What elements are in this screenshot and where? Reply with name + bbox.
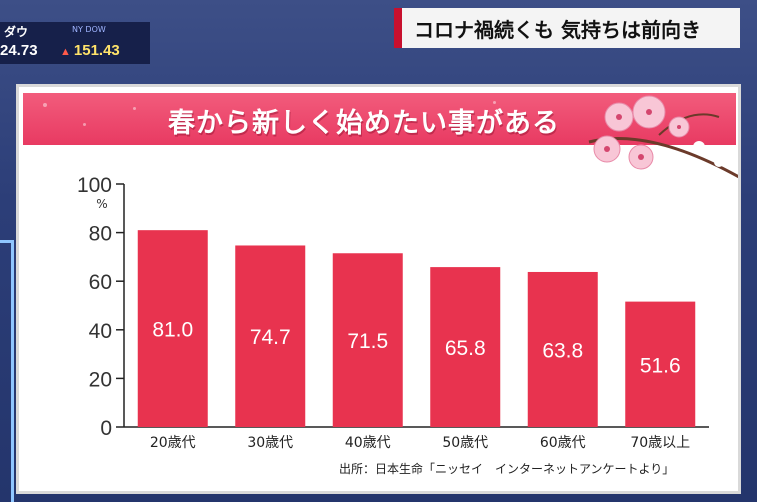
y-tick-label: 40 bbox=[89, 320, 112, 343]
chart-title: 春から新しく始めたい事がある bbox=[168, 108, 560, 139]
source-note: 出所：日本生命「ニッセイ インターネットアンケートより」 bbox=[339, 462, 675, 476]
ticker-change-value: 151.43 bbox=[73, 42, 120, 59]
ticker-change: ▲ 151.43 bbox=[60, 42, 120, 59]
y-tick-label: 80 bbox=[89, 223, 112, 246]
x-tick-label: 40歳代 bbox=[345, 435, 391, 451]
news-headline: コロナ禍続くも 気持ちは前向き bbox=[394, 8, 740, 48]
ticker-badge: NY DOW bbox=[72, 25, 106, 34]
bar-chart: 0 20 40 60 80 100% 81.0 20歳代 74.7 30歳代 71.5 40歳代 65.… bbox=[77, 174, 709, 451]
side-frame-decoration bbox=[0, 240, 14, 502]
x-tick-label: 50歳代 bbox=[442, 435, 488, 451]
bar-value-label: 74.7 bbox=[250, 326, 291, 349]
y-tick-label: 100 bbox=[77, 174, 112, 197]
bar-value-label: 71.5 bbox=[347, 330, 388, 353]
x-tick-label: 30歳代 bbox=[247, 435, 293, 451]
y-tick-label: 0 bbox=[100, 417, 112, 440]
bar bbox=[527, 271, 598, 427]
y-tick-label: 20 bbox=[89, 368, 112, 391]
bar bbox=[625, 301, 696, 427]
bar-value-label: 65.8 bbox=[445, 337, 486, 360]
bar-value-label: 63.8 bbox=[542, 339, 583, 362]
x-tick-label: 70歳以上 bbox=[630, 435, 690, 451]
bar bbox=[137, 230, 208, 427]
stock-ticker: ダウ NY DOW 24.73 ▲ 151.43 bbox=[0, 22, 150, 64]
ticker-index-value: 24.73 bbox=[0, 42, 38, 59]
bar bbox=[235, 245, 306, 427]
bar bbox=[430, 267, 501, 427]
x-tick-label: 60歳代 bbox=[540, 435, 586, 451]
up-arrow-icon: ▲ bbox=[60, 46, 71, 58]
bar-value-label: 51.6 bbox=[640, 354, 681, 377]
ticker-name: ダウ bbox=[4, 25, 29, 39]
x-tick-label: 20歳代 bbox=[150, 435, 196, 451]
bar-value-label: 81.0 bbox=[152, 319, 193, 342]
bar bbox=[332, 253, 403, 427]
chart-panel: 春から新しく始めたい事がある 0 20 40 60 80 100% 81.0 20歳代 74.7… bbox=[16, 84, 741, 494]
y-unit-label: % bbox=[96, 197, 107, 211]
y-tick-label: 60 bbox=[89, 271, 112, 294]
cherry-blossom-icon bbox=[588, 95, 738, 179]
